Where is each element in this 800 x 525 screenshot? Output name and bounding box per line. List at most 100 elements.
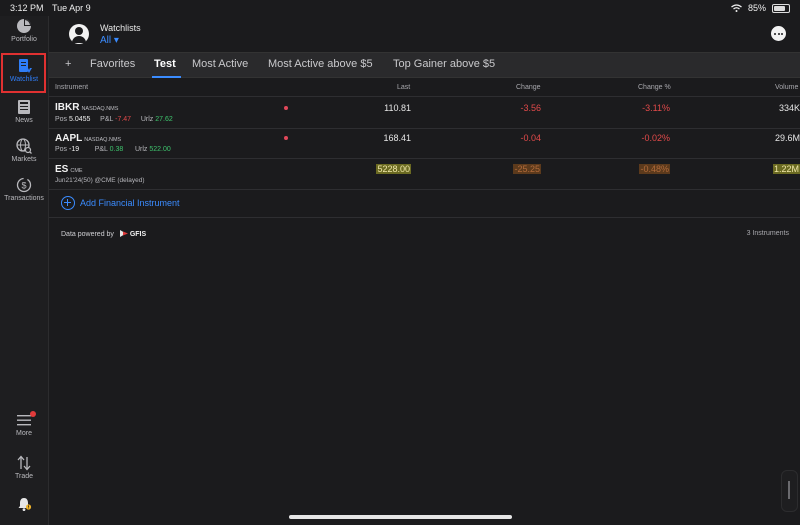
plus-circle-icon bbox=[61, 196, 75, 210]
pnl-value: -7.47 bbox=[115, 116, 132, 123]
column-header-last[interactable]: Last bbox=[397, 84, 411, 91]
sidebar-item-news[interactable]: News bbox=[0, 99, 48, 124]
exchange-label: NASDAQ.NMS bbox=[84, 137, 122, 143]
dollar-cycle-icon: $ bbox=[16, 177, 32, 193]
position-summary: Pos -19 P&L 0.38 Urlz 522.00 bbox=[55, 146, 171, 153]
contract-detail: Jun21'24(50) @CME (delayed) bbox=[55, 177, 145, 184]
add-instrument-label: Add Financial Instrument bbox=[80, 198, 180, 208]
column-header-instrument[interactable]: Instrument bbox=[55, 84, 89, 91]
instrument-symbol: IBKR NASDAQ.NMS bbox=[55, 102, 118, 113]
sidebar-item-transactions[interactable]: $ Transactions bbox=[0, 177, 48, 202]
sidebar-item-label: More bbox=[16, 430, 32, 437]
pnl-label: P&L bbox=[100, 116, 114, 123]
table-row[interactable]: ES CME Jun21'24(50) @CME (delayed) 5228.0… bbox=[49, 159, 800, 190]
sidebar-item-markets[interactable]: Markets bbox=[0, 138, 48, 163]
divider bbox=[49, 217, 800, 218]
change-highlight: -25.25 bbox=[513, 164, 541, 174]
pie-chart-icon bbox=[17, 19, 31, 33]
tab-most-active[interactable]: Most Active bbox=[192, 58, 249, 70]
wifi-icon bbox=[731, 4, 742, 12]
tab-add[interactable]: + bbox=[65, 58, 72, 70]
sidebar-item-label: Watchlist bbox=[9, 76, 39, 83]
change-pct-value: -0.02% bbox=[641, 133, 670, 143]
notification-dot bbox=[30, 411, 36, 417]
tab-top-gainer-above-5[interactable]: Top Gainer above $5 bbox=[393, 58, 496, 70]
watchlist-tabs: + Favorites Test Most Active Most Active… bbox=[49, 52, 800, 78]
side-panel-handle[interactable] bbox=[781, 470, 798, 512]
pos-value: -19 bbox=[69, 146, 80, 153]
pos-value: 5.0455 bbox=[69, 116, 91, 123]
gfis-brand: GFIS bbox=[129, 231, 147, 238]
avatar[interactable] bbox=[69, 24, 89, 44]
battery-icon bbox=[772, 3, 790, 13]
instrument-symbol: ES CME bbox=[55, 164, 83, 175]
dot-icon bbox=[781, 32, 783, 35]
battery-percent: 85% bbox=[747, 3, 766, 13]
change-value: -25.25 bbox=[513, 164, 541, 174]
symbol-text: IBKR bbox=[55, 102, 80, 113]
column-header-change[interactable]: Change bbox=[516, 84, 541, 91]
page-title: Watchlists bbox=[100, 23, 141, 33]
powered-by-label: Data powered by bbox=[61, 231, 114, 238]
exchange-label: NASDAQ.NMS bbox=[81, 106, 119, 112]
table-row[interactable]: IBKR NASDAQ.NMS Pos 5.0455 P&L -7.47 Urlz… bbox=[49, 96, 800, 129]
header: Watchlists All ▾ bbox=[49, 16, 800, 52]
active-highlight-box bbox=[1, 53, 46, 93]
column-header-change-pct[interactable]: Change % bbox=[638, 84, 671, 91]
pos-label: Pos bbox=[55, 116, 68, 123]
sidebar-item-more[interactable]: More bbox=[0, 412, 48, 437]
volume-value: 29.6M bbox=[774, 133, 800, 143]
last-price: 5228.00 bbox=[376, 164, 411, 174]
add-instrument-button[interactable]: Add Financial Instrument bbox=[61, 196, 180, 210]
status-dot bbox=[284, 136, 288, 140]
sidebar-item-trade[interactable]: Trade bbox=[0, 455, 48, 480]
status-bar: 3:12 PM Tue Apr 9 85% bbox=[0, 0, 800, 16]
sidebar-item-watchlist[interactable]: Watchlist bbox=[0, 58, 48, 83]
sidebar-item-label: Trade bbox=[14, 473, 34, 480]
watchlist-selector[interactable]: All ▾ bbox=[100, 35, 119, 46]
tab-most-active-above-5[interactable]: Most Active above $5 bbox=[268, 58, 373, 70]
status-time: 3:12 PM bbox=[10, 3, 44, 13]
pos-label: Pos bbox=[55, 146, 68, 153]
volume-value: 334K bbox=[778, 103, 800, 113]
change-pct-value: -0.48% bbox=[639, 164, 670, 174]
sidebar: Portfolio Watchlist News bbox=[0, 16, 49, 525]
bell-alert-icon bbox=[18, 498, 32, 511]
column-header-volume[interactable]: Volume bbox=[775, 84, 799, 91]
instrument-count: 3 Instruments bbox=[746, 230, 789, 237]
trade-arrows-icon bbox=[17, 455, 31, 471]
more-options-button[interactable] bbox=[771, 26, 786, 41]
change-value: -0.04 bbox=[520, 133, 541, 143]
change-pct-value: -3.11% bbox=[642, 103, 670, 113]
menu-icon bbox=[17, 415, 31, 426]
last-price: 168.41 bbox=[383, 133, 411, 143]
pnl-label: P&L bbox=[94, 146, 108, 153]
sidebar-item-portfolio[interactable]: Portfolio bbox=[0, 18, 48, 43]
table-row[interactable]: AAPL NASDAQ.NMS Pos -19 P&L 0.38 Urlz 522… bbox=[49, 128, 800, 159]
sidebar-item-label: Portfolio bbox=[11, 36, 37, 43]
urlz-label: Urlz bbox=[140, 116, 154, 123]
sidebar-item-label: Transactions bbox=[4, 195, 44, 202]
urlz-label: Urlz bbox=[134, 146, 148, 153]
exchange-label: CME bbox=[70, 168, 83, 174]
urlz-value: 27.62 bbox=[155, 116, 173, 123]
home-indicator[interactable] bbox=[289, 515, 512, 519]
volume-highlight: 1.22M bbox=[772, 164, 800, 174]
urlz-value: 522.00 bbox=[149, 146, 171, 153]
tab-test[interactable]: Test bbox=[154, 58, 176, 70]
sidebar-item-alerts[interactable] bbox=[0, 496, 48, 514]
tab-favorites[interactable]: Favorites bbox=[90, 58, 136, 70]
symbol-text: ES bbox=[55, 164, 69, 175]
globe-search-icon bbox=[16, 138, 32, 154]
symbol-text: AAPL bbox=[55, 133, 83, 144]
last-price-highlight: 5228.00 bbox=[376, 164, 411, 174]
svg-text:$: $ bbox=[21, 181, 26, 191]
status-dot bbox=[284, 106, 288, 110]
dot-icon bbox=[774, 32, 776, 35]
status-right: 85% bbox=[731, 3, 790, 13]
powered-by: Data powered by GFIS bbox=[61, 230, 146, 238]
volume-value: 1.22M bbox=[772, 164, 800, 174]
dot-icon bbox=[777, 32, 780, 35]
watchlist-icon bbox=[19, 59, 32, 73]
